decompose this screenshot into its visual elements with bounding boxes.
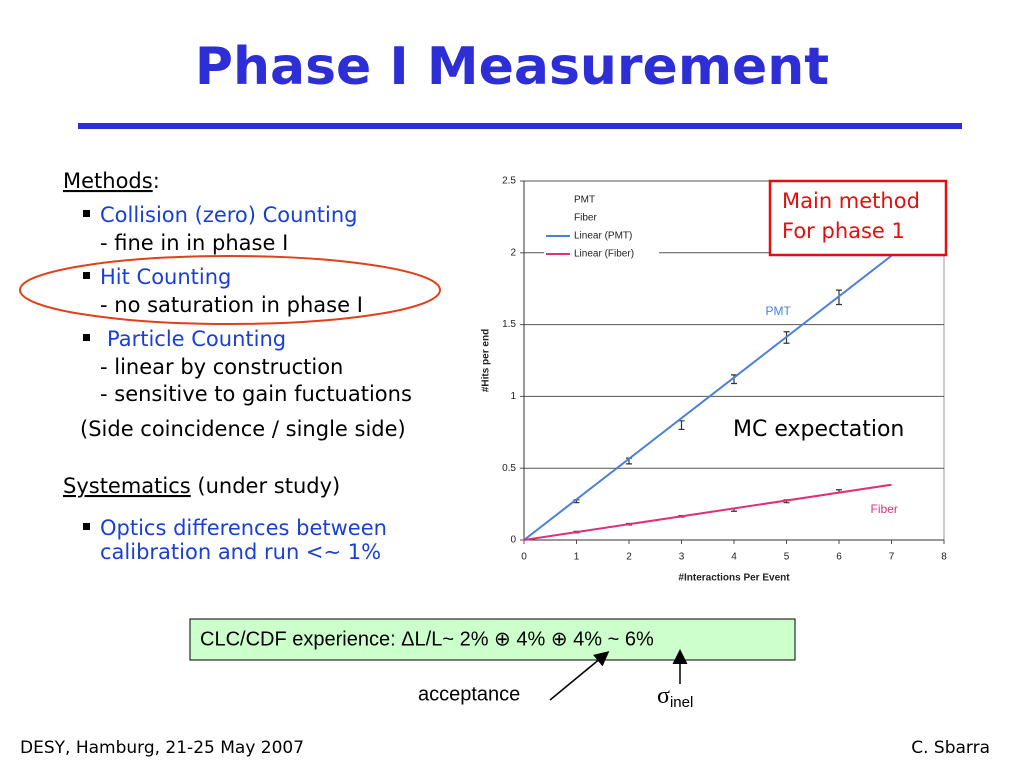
methods-label: Methods xyxy=(63,169,153,193)
acceptance-label: acceptance xyxy=(418,683,520,705)
method-note: - no saturation in phase I xyxy=(100,293,363,317)
bullet-marker xyxy=(83,334,90,341)
systematics-heading: Systematics (under study) xyxy=(63,474,340,498)
formula: CLC/CDF experience: ΔL/L~ 2% ⊕ 4% ⊕ 4% ~… xyxy=(200,628,654,650)
y-axis-label: #Hits per end xyxy=(481,329,492,392)
legend-label: PMT xyxy=(574,195,595,206)
arrow xyxy=(549,651,610,701)
methods-heading: Methods: xyxy=(63,169,160,193)
fit-line xyxy=(523,483,892,541)
highlight-ellipse xyxy=(19,255,441,325)
legend-label: Fiber xyxy=(574,213,597,224)
x-tick-label: 6 xyxy=(836,552,842,563)
series-annotation: Fiber xyxy=(871,502,898,516)
systematics-label: Systematics xyxy=(63,474,191,498)
legend-label: Linear (PMT) xyxy=(574,231,632,242)
footer-left: DESY, Hamburg, 21-25 May 2007 xyxy=(20,738,304,758)
bullet-marker xyxy=(83,523,90,530)
method-name: Particle Counting xyxy=(107,327,286,351)
methods-remark: (Side coincidence / single side) xyxy=(80,417,406,441)
footer-right: C. Sbarra xyxy=(911,738,990,758)
systematics-item: calibration and run <∼ 1% xyxy=(100,540,381,564)
sigma-sub: inel xyxy=(670,694,693,711)
method-note: - sensitive to gain fuctuations xyxy=(100,382,412,406)
bullet-marker xyxy=(83,272,90,279)
y-tick-label: 2.5 xyxy=(502,176,516,187)
x-tick-label: 5 xyxy=(784,552,790,563)
x-tick-label: 7 xyxy=(889,552,895,563)
title-rule xyxy=(78,123,962,129)
series-annotation: PMT xyxy=(766,304,792,318)
callout-line: For phase 1 xyxy=(782,219,905,243)
formula-box xyxy=(189,618,796,661)
sigma-symbol: σ xyxy=(657,683,670,709)
callout-line: Main method xyxy=(782,189,920,213)
method-name: Collision (zero) Counting xyxy=(100,203,358,227)
fit-line xyxy=(523,254,893,541)
legend-label: Linear (Fiber) xyxy=(574,249,634,260)
x-tick-label: 8 xyxy=(941,552,947,563)
bullet-marker xyxy=(83,210,90,217)
sigma-label: σinel xyxy=(657,683,693,711)
y-tick-label: 0.5 xyxy=(502,463,516,474)
y-tick-label: 1 xyxy=(510,391,516,402)
y-tick-label: 1.5 xyxy=(502,319,516,330)
y-tick-label: 2 xyxy=(510,247,516,258)
legend-box xyxy=(544,192,659,272)
x-tick-label: 2 xyxy=(626,552,632,563)
method-name: Hit Counting xyxy=(100,265,231,289)
x-tick-label: 0 xyxy=(521,552,527,563)
mc-note: MC expectation xyxy=(733,417,904,442)
method-note: - fine in in phase I xyxy=(100,231,288,255)
method-note: - linear by construction xyxy=(100,355,343,379)
slide-title: Phase I Measurement xyxy=(195,37,829,97)
y-tick-label: 0 xyxy=(510,535,516,546)
x-axis-label: #Interactions Per Event xyxy=(678,573,790,584)
systematics-item: Optics differences between xyxy=(100,516,387,540)
x-tick-label: 1 xyxy=(574,552,580,563)
callout-box xyxy=(768,179,948,257)
methods-punct: : xyxy=(153,169,160,193)
x-tick-label: 4 xyxy=(731,552,737,563)
x-tick-label: 3 xyxy=(679,552,685,563)
bullets: Collision (zero) Counting - fine in in ph… xyxy=(83,203,412,406)
systematics-note: (under study) xyxy=(191,474,340,498)
